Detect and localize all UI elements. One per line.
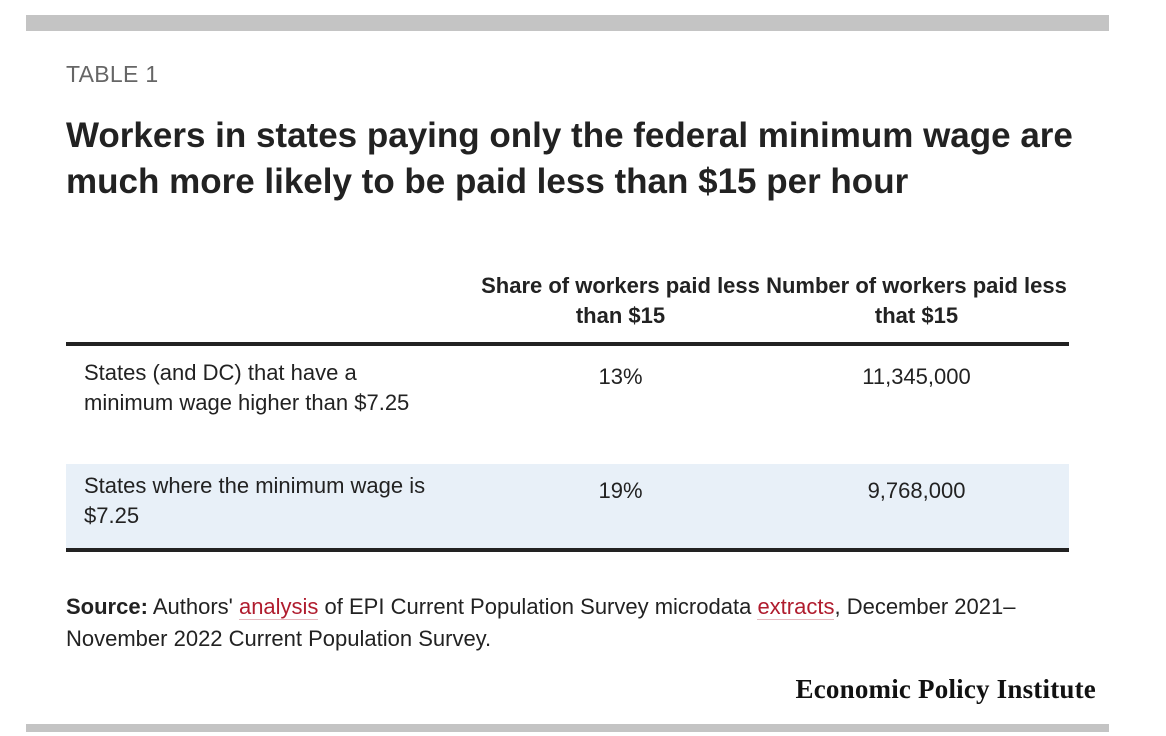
source-note: Source: Authors' analysis of EPI Current…	[66, 591, 1076, 655]
table-row: States where the minimum wage is $7.25 1…	[66, 464, 1069, 552]
header-row: Share of workers paid less than $15 Numb…	[66, 268, 1069, 346]
brand-logo-text: Economic Policy Institute	[795, 674, 1096, 704]
share-cell: 19%	[477, 464, 764, 552]
column-header-share: Share of workers paid less than $15	[477, 268, 764, 346]
column-header-number: Number of workers paid less that $15	[764, 268, 1069, 346]
top-rule	[26, 15, 1109, 31]
row-label: States (and DC) that have a minimum wage…	[84, 360, 410, 415]
source-text: , December 2021–November 2022 Current Po…	[66, 594, 1016, 651]
number-cell: 11,345,000	[862, 364, 971, 389]
extracts-link[interactable]: extracts	[757, 594, 835, 620]
table-row: States (and DC) that have a minimum wage…	[66, 344, 1069, 464]
analysis-link[interactable]: analysis	[238, 594, 319, 620]
table-label: TABLE 1	[66, 61, 159, 87]
data-table: Share of workers paid less than $15 Numb…	[66, 268, 1069, 552]
bottom-rule	[26, 724, 1109, 732]
source-text: of EPI Current Population Survey microda…	[318, 594, 758, 619]
row-label: States where the minimum wage is $7.25	[66, 464, 477, 552]
share-cell: 13%	[598, 364, 643, 389]
source-text: Authors'	[147, 594, 239, 619]
column-header-category	[66, 268, 477, 346]
source-label: Source:	[66, 594, 148, 619]
number-cell: 9,768,000	[764, 464, 1069, 552]
table-title: Workers in states paying only the federa…	[66, 116, 1073, 201]
